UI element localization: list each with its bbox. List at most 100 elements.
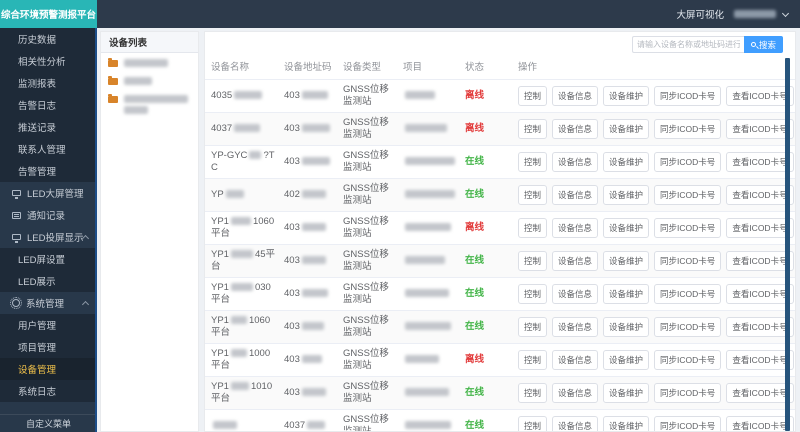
action-button-设备信息[interactable]: 设备信息 [552, 350, 599, 370]
action-button-查看ICOD卡号[interactable]: 查看ICOD卡号 [726, 284, 794, 304]
sidebar-item-用户管理[interactable]: 用户管理 [0, 314, 97, 336]
action-button-控制[interactable]: 控制 [518, 185, 548, 205]
cell-actions: 控制设备信息设备维护同步ICOD卡号查看ICOD卡号数据透传 [512, 82, 795, 110]
action-button-设备信息[interactable]: 设备信息 [552, 119, 599, 139]
table-row: YP1 1060平台 403 GNSS位移监测站 离线 控制 设备信息 设备维护 同步I… [205, 212, 795, 245]
action-button-查看ICOD卡号[interactable]: 查看ICOD卡号 [726, 251, 794, 271]
cell-actions: 控制设备信息设备维护同步ICOD卡号查看ICOD卡号数据透传 [512, 148, 795, 176]
action-button-设备维护[interactable]: 设备维护 [603, 218, 650, 238]
tree-folder-item[interactable] [101, 89, 198, 118]
sidebar-scrollbar[interactable] [95, 28, 97, 432]
cell-actions: 控制设备信息设备维护同步ICOD卡号查看ICOD卡号数据透传 [512, 313, 795, 341]
action-button-设备维护[interactable]: 设备维护 [603, 152, 650, 172]
sidebar-item-告警日志[interactable]: 告警日志 [0, 94, 97, 116]
action-button-同步ICOD卡号[interactable]: 同步ICOD卡号 [654, 317, 722, 337]
sidebar-item-LED屏设置[interactable]: LED屏设置 [0, 248, 97, 270]
action-button-设备信息[interactable]: 设备信息 [552, 218, 599, 238]
action-button-同步ICOD卡号[interactable]: 同步ICOD卡号 [654, 152, 722, 172]
action-button-设备维护[interactable]: 设备维护 [603, 383, 650, 403]
monitor-icon [12, 190, 21, 199]
action-button-控制[interactable]: 控制 [518, 152, 548, 172]
action-button-设备维护[interactable]: 设备维护 [603, 119, 650, 139]
cell-actions: 控制设备信息设备维护同步ICOD卡号查看ICOD卡号数据透传 [512, 247, 795, 275]
cell-name: YP-GYC ?TC [211, 150, 275, 173]
action-button-控制[interactable]: 控制 [518, 284, 548, 304]
cell-name: YP1 45平台 [211, 249, 276, 272]
sidebar-item-系统管理[interactable]: 系统管理 [0, 292, 97, 314]
sidebar-item-相关性分析[interactable]: 相关性分析 [0, 50, 97, 72]
cell-type: GNSS位移监测站 [343, 249, 389, 272]
action-button-控制[interactable]: 控制 [518, 119, 548, 139]
sidebar-item-通知记录[interactable]: 通知记录 [0, 204, 97, 226]
cell-type: GNSS位移监测站 [343, 282, 389, 305]
cell-type: GNSS位移监测站 [343, 348, 389, 371]
sidebar-item-监测报表[interactable]: 监测报表 [0, 72, 97, 94]
action-button-设备维护[interactable]: 设备维护 [603, 350, 650, 370]
action-button-控制[interactable]: 控制 [518, 251, 548, 271]
monitor-icon [12, 234, 21, 243]
action-button-同步ICOD卡号[interactable]: 同步ICOD卡号 [654, 185, 722, 205]
action-button-查看ICOD卡号[interactable]: 查看ICOD卡号 [726, 86, 794, 106]
action-button-设备信息[interactable]: 设备信息 [552, 284, 599, 304]
sidebar-item-LED展示[interactable]: LED展示 [0, 270, 97, 292]
sidebar-item-项目管理[interactable]: 项目管理 [0, 336, 97, 358]
action-button-设备维护[interactable]: 设备维护 [603, 317, 650, 337]
cell-actions: 控制设备信息设备维护同步ICOD卡号查看ICOD卡号数据透传 [512, 214, 795, 242]
sidebar-item-推送记录[interactable]: 推送记录 [0, 116, 97, 138]
action-button-设备信息[interactable]: 设备信息 [552, 416, 599, 431]
action-button-查看ICOD卡号[interactable]: 查看ICOD卡号 [726, 383, 794, 403]
action-button-控制[interactable]: 控制 [518, 218, 548, 238]
action-button-设备信息[interactable]: 设备信息 [552, 152, 599, 172]
search-input[interactable] [631, 36, 744, 53]
custom-menu-button[interactable]: 自定义菜单 [0, 414, 97, 432]
action-button-设备维护[interactable]: 设备维护 [603, 416, 650, 431]
sidebar-item-联系人管理[interactable]: 联系人管理 [0, 138, 97, 160]
action-button-同步ICOD卡号[interactable]: 同步ICOD卡号 [654, 383, 722, 403]
sidebar-item-告警管理[interactable]: 告警管理 [0, 160, 97, 182]
action-button-设备维护[interactable]: 设备维护 [603, 185, 650, 205]
cell-name: YP1 1010平台 [211, 381, 273, 404]
action-button-查看ICOD卡号[interactable]: 查看ICOD卡号 [726, 218, 794, 238]
action-button-同步ICOD卡号[interactable]: 同步ICOD卡号 [654, 218, 722, 238]
action-button-设备信息[interactable]: 设备信息 [552, 383, 599, 403]
sidebar-item-设备管理[interactable]: 设备管理 [0, 358, 97, 380]
action-button-同步ICOD卡号[interactable]: 同步ICOD卡号 [654, 350, 722, 370]
action-button-设备信息[interactable]: 设备信息 [552, 251, 599, 271]
action-button-查看ICOD卡号[interactable]: 查看ICOD卡号 [726, 152, 794, 172]
action-button-设备信息[interactable]: 设备信息 [552, 317, 599, 337]
sidebar-item-LED大屏管理[interactable]: LED大屏管理 [0, 182, 97, 204]
action-button-同步ICOD卡号[interactable]: 同步ICOD卡号 [654, 251, 722, 271]
action-button-设备维护[interactable]: 设备维护 [603, 86, 650, 106]
action-button-控制[interactable]: 控制 [518, 416, 548, 431]
action-button-设备维护[interactable]: 设备维护 [603, 284, 650, 304]
action-button-同步ICOD卡号[interactable]: 同步ICOD卡号 [654, 86, 722, 106]
user-menu[interactable] [732, 9, 790, 19]
big-screen-visualization-link[interactable]: 大屏可视化 [676, 10, 724, 21]
table-scrollbar[interactable] [785, 58, 790, 431]
action-button-设备信息[interactable]: 设备信息 [552, 86, 599, 106]
action-button-同步ICOD卡号[interactable]: 同步ICOD卡号 [654, 416, 722, 431]
action-button-同步ICOD卡号[interactable]: 同步ICOD卡号 [654, 119, 722, 139]
action-button-控制[interactable]: 控制 [518, 86, 548, 106]
cell-name: 4037 [205, 119, 278, 139]
action-button-设备信息[interactable]: 设备信息 [552, 185, 599, 205]
action-button-查看ICOD卡号[interactable]: 查看ICOD卡号 [726, 317, 794, 337]
action-button-控制[interactable]: 控制 [518, 383, 548, 403]
search-button[interactable]: 搜索 [743, 36, 783, 53]
tree-folder-item[interactable] [101, 71, 198, 89]
action-button-查看ICOD卡号[interactable]: 查看ICOD卡号 [726, 350, 794, 370]
action-button-控制[interactable]: 控制 [518, 350, 548, 370]
action-button-查看ICOD卡号[interactable]: 查看ICOD卡号 [726, 185, 794, 205]
sidebar-item-系统日志[interactable]: 系统日志 [0, 380, 97, 402]
device-table-panel: 搜索 设备名称 设备地址码 设备类型 项目 状态 操作 4035 403 GNS… [204, 31, 796, 432]
action-button-控制[interactable]: 控制 [518, 317, 548, 337]
sidebar-item-LED投屏显示[interactable]: LED投屏显示 [0, 226, 97, 248]
menu-label: 联系人管理 [18, 145, 66, 156]
action-button-查看ICOD卡号[interactable]: 查看ICOD卡号 [726, 416, 794, 431]
tree-folder-item[interactable] [101, 53, 198, 71]
action-button-查看ICOD卡号[interactable]: 查看ICOD卡号 [726, 119, 794, 139]
action-button-设备维护[interactable]: 设备维护 [603, 251, 650, 271]
action-button-同步ICOD卡号[interactable]: 同步ICOD卡号 [654, 284, 722, 304]
sidebar-item-历史数据[interactable]: 历史数据 [0, 28, 97, 50]
menu-label: 历史数据 [18, 35, 57, 46]
